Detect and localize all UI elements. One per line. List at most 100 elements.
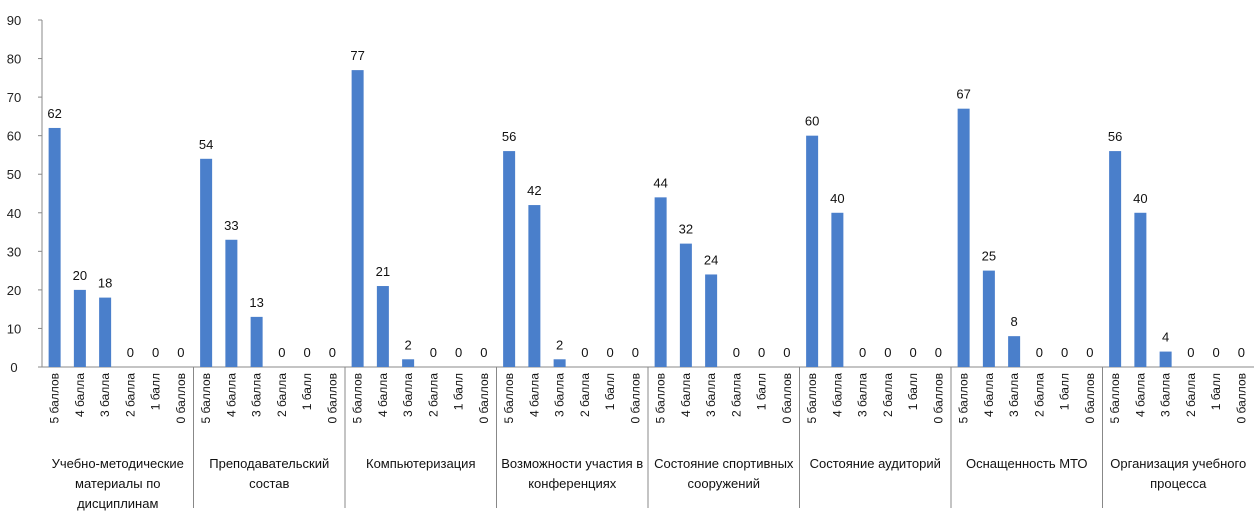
subcategory-label: 4 балла <box>679 373 693 417</box>
subcategory-label: 3 балла <box>856 373 870 417</box>
subcategory-label: 0 баллов <box>780 373 794 423</box>
data-label: 54 <box>199 137 213 152</box>
data-label: 0 <box>1213 345 1220 360</box>
data-label: 62 <box>47 106 61 121</box>
data-label: 0 <box>1187 345 1194 360</box>
data-label: 60 <box>805 114 819 129</box>
subcategory-label: 1 балл <box>149 373 163 410</box>
subcategory-label: 5 баллов <box>1108 373 1122 423</box>
bar <box>1008 336 1021 367</box>
y-tick-label: 50 <box>7 167 21 182</box>
subcategory-label: 1 балл <box>1058 373 1072 410</box>
subcategory-label: 4 балла <box>982 373 996 417</box>
bar <box>679 243 692 367</box>
group-label: конференциях <box>528 476 617 491</box>
data-label: 0 <box>1086 345 1093 360</box>
data-label: 0 <box>632 345 639 360</box>
group-label: Состояние аудиторий <box>810 456 941 471</box>
subcategory-label: 0 баллов <box>174 373 188 423</box>
data-label: 40 <box>830 191 844 206</box>
data-label: 0 <box>1238 345 1245 360</box>
subcategory-label: 1 балл <box>906 373 920 410</box>
y-tick-label: 0 <box>10 360 17 375</box>
subcategory-label: 2 балла <box>1032 373 1046 417</box>
subcategory-label: 1 балл <box>1209 373 1223 410</box>
group-label: материалы по <box>75 476 160 491</box>
y-tick-label: 10 <box>7 321 21 336</box>
data-label: 0 <box>581 345 588 360</box>
subcategory-label: 0 баллов <box>1083 373 1097 423</box>
subcategory-label: 2 балла <box>123 373 137 417</box>
data-label: 77 <box>350 48 364 63</box>
group-label: Возможности участия в <box>501 456 643 471</box>
subcategory-label: 4 балла <box>224 373 238 417</box>
data-label: 0 <box>329 345 336 360</box>
subcategory-label: 2 балла <box>729 373 743 417</box>
bar <box>831 212 844 367</box>
bar <box>99 297 112 367</box>
subcategory-label: 5 баллов <box>199 373 213 423</box>
subcategory-label: 3 балла <box>250 373 264 417</box>
bar <box>225 239 238 367</box>
data-label: 2 <box>556 337 563 352</box>
subcategory-label: 4 балла <box>830 373 844 417</box>
data-label: 32 <box>679 222 693 237</box>
subcategory-label: 0 баллов <box>628 373 642 423</box>
subcategory-label: 0 баллов <box>1234 373 1248 423</box>
data-label: 40 <box>1133 191 1147 206</box>
group-label: сооружений <box>688 476 760 491</box>
data-label: 0 <box>884 345 891 360</box>
subcategory-label: 1 балл <box>603 373 617 410</box>
bar <box>982 270 995 367</box>
data-label: 0 <box>278 345 285 360</box>
group-label: Состояние спортивных <box>654 456 794 471</box>
subcategory-label: 1 балл <box>755 373 769 410</box>
bar <box>806 135 819 367</box>
bar <box>503 151 516 367</box>
bar <box>376 286 389 367</box>
group-label: процесса <box>1150 476 1207 491</box>
subcategory-label: 5 баллов <box>654 373 668 423</box>
subcategory-label: 3 балла <box>1159 373 1173 417</box>
subcategory-label: 5 баллов <box>805 373 819 423</box>
subcategory-label: 3 балла <box>704 373 718 417</box>
subcategory-label: 3 балла <box>98 373 112 417</box>
y-tick-label: 20 <box>7 283 21 298</box>
bar <box>553 359 566 367</box>
data-label: 13 <box>249 295 263 310</box>
group-label: Организация учебного <box>1110 456 1246 471</box>
subcategory-label: 4 балла <box>73 373 87 417</box>
subcategory-label: 5 баллов <box>957 373 971 423</box>
bar <box>705 274 718 367</box>
data-label: 0 <box>758 345 765 360</box>
data-label: 0 <box>480 345 487 360</box>
data-label: 24 <box>704 252 718 267</box>
bar <box>250 316 263 367</box>
data-label: 0 <box>177 345 184 360</box>
data-label: 0 <box>910 345 917 360</box>
subcategory-label: 2 балла <box>1184 373 1198 417</box>
subcategory-label: 4 балла <box>1133 373 1147 417</box>
data-label: 33 <box>224 218 238 233</box>
data-label: 56 <box>1108 129 1122 144</box>
bar <box>48 127 61 367</box>
bar <box>351 70 364 367</box>
y-tick-label: 80 <box>7 52 21 67</box>
group-label: Учебно-методические <box>52 456 184 471</box>
data-label: 21 <box>376 264 390 279</box>
data-label: 44 <box>653 175 667 190</box>
data-label: 0 <box>859 345 866 360</box>
subcategory-label: 1 балл <box>300 373 314 410</box>
bars <box>48 70 1172 367</box>
y-tick-label: 40 <box>7 206 21 221</box>
data-label: 67 <box>956 87 970 102</box>
subcategory-label: 5 баллов <box>351 373 365 423</box>
subcategory-label: 2 балла <box>881 373 895 417</box>
y-tick-label: 60 <box>7 129 21 144</box>
data-label: 0 <box>455 345 462 360</box>
bar <box>528 205 541 367</box>
bar <box>1134 212 1147 367</box>
subcategory-label: 4 балла <box>527 373 541 417</box>
bar <box>73 289 86 367</box>
